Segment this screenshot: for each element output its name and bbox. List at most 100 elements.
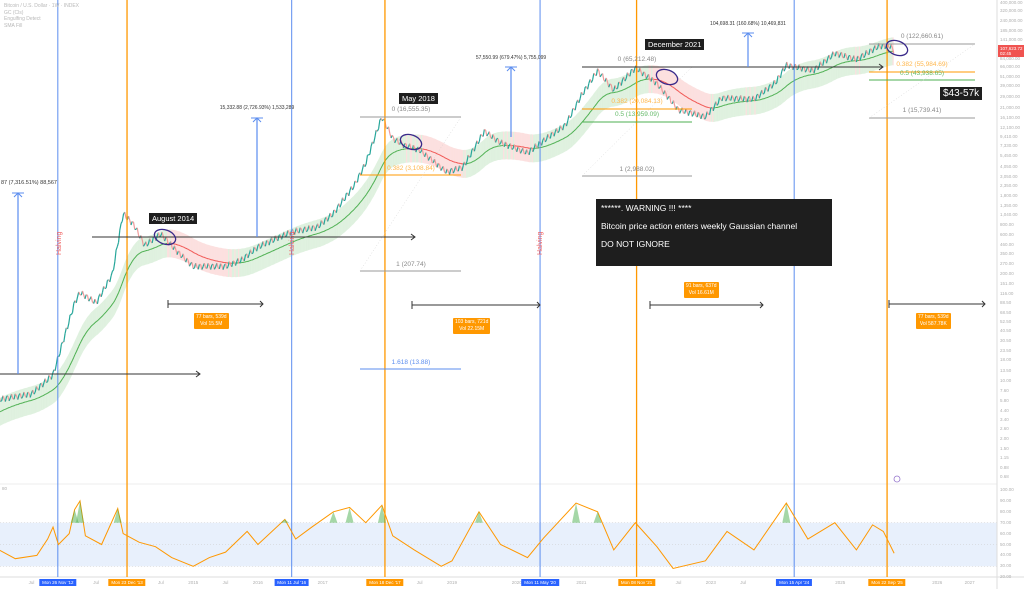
indicator-sma-fill[interactable]: SMA Fill (4, 22, 23, 29)
halving-date-marker[interactable]: Mon 15 Apr '24 (776, 579, 813, 586)
cycle-top-date-marker[interactable]: Mon 22 Sep '25 (868, 579, 906, 586)
gaussian-channel-midline (699, 103, 702, 106)
price-candle (798, 64, 801, 69)
gaussian-channel-midline (111, 302, 114, 305)
gaussian-channel-midline (22, 401, 25, 404)
replay-icon (893, 475, 901, 483)
price-candle (721, 95, 724, 102)
gaussian-channel-midline (597, 100, 600, 103)
cycle-top-date-marker[interactable]: Mon 18 Dec '17 (366, 579, 404, 586)
price-candle (446, 168, 449, 172)
price-candle (54, 364, 57, 371)
gaussian-channel-midline (131, 259, 134, 262)
price-candle (528, 148, 531, 155)
gaussian-channel-midline (480, 154, 483, 157)
price-candle (188, 263, 192, 267)
price-candle (339, 203, 342, 208)
price-candle (104, 287, 107, 290)
price-axis-label: 84,000.00 (1000, 55, 1021, 61)
price-candle (750, 100, 753, 103)
gaussian-channel-midline (776, 92, 779, 94)
price-candle (783, 67, 787, 72)
price-candle (829, 56, 833, 60)
gaussian-channel-midline (52, 388, 55, 391)
price-axis-label: 2.00 (1000, 435, 1009, 441)
gaussian-channel-midline (438, 153, 440, 156)
halving-date-marker[interactable]: Mon 11 May '20 (521, 579, 559, 586)
gaussian-channel-midline (281, 245, 284, 248)
gaussian-channel-midline (364, 194, 367, 197)
price-candle (549, 132, 553, 139)
price-candle (85, 294, 88, 296)
price-candle (660, 85, 663, 92)
arrow-up-icon (743, 32, 753, 38)
gaussian-channel-midline (491, 147, 494, 149)
price-candle (378, 119, 381, 129)
tag-price-target: $43-57k (940, 87, 983, 100)
gaussian-channel-midline (691, 99, 694, 102)
gaussian-channel-midline (73, 354, 76, 358)
fib-trend-line (581, 66, 693, 177)
price-candle (38, 383, 41, 391)
gaussian-channel-midline (74, 351, 77, 355)
gaussian-channel-midline (130, 261, 133, 264)
price-candle (457, 165, 461, 172)
gaussian-channel-midline (625, 87, 628, 90)
gaussian-channel-midline (434, 152, 437, 154)
gaussian-channel-midline (72, 357, 75, 361)
warning-box: ******. WARNING !!! **** Bitcoin price a… (596, 199, 832, 266)
price-candle (161, 231, 164, 237)
gaussian-channel-midline (485, 150, 488, 153)
price-candle (477, 141, 480, 145)
price-candle (287, 230, 290, 233)
price-candle (822, 59, 825, 66)
gaussian-channel-midline (209, 258, 211, 261)
price-candle (599, 74, 602, 78)
gaussian-channel-midline (200, 255, 203, 258)
measure-volume: Vol 22.15M (459, 326, 485, 332)
cycle-top-date-marker[interactable]: Mon 08 Nov '21 (617, 579, 656, 586)
price-candle (50, 373, 54, 380)
halving-date-marker[interactable]: Mon 11 Jul '16 (274, 579, 310, 586)
gaussian-channel-midline (390, 152, 393, 155)
price-candle (593, 72, 596, 76)
symbol-title[interactable]: Bitcoin / U.S. Dollar · 1W · INDEX (4, 3, 80, 9)
cycle-top-date-marker[interactable]: Mon 23 Dec '13 (108, 579, 146, 586)
price-axis-label: 52.50 (1000, 319, 1012, 325)
price-candle (299, 227, 302, 230)
gaussian-channel-midline (106, 308, 110, 311)
gaussian-channel-midline (576, 126, 579, 129)
gaussian-channel-midline (187, 248, 190, 251)
price-axis-label: 29,000.00 (1000, 93, 1021, 99)
rsi-axis-label: 40.00 (1000, 552, 1012, 558)
price-axis-label: 13.50 (1000, 367, 1012, 373)
price-candle (865, 50, 869, 54)
gaussian-channel-midline (99, 316, 102, 319)
halving-date-marker[interactable]: Mon 26 Nov '12 (39, 579, 77, 586)
gaussian-channel-midline (786, 84, 789, 87)
time-axis-label: Jul (222, 580, 229, 585)
gaussian-channel-midline (115, 295, 118, 299)
price-candle (679, 110, 682, 114)
price-candle (436, 163, 439, 168)
price-candle (298, 227, 301, 234)
price-candle (88, 298, 91, 302)
price-candle (847, 55, 850, 61)
fib-level: 0 (122,660.61) (900, 33, 944, 40)
price-candle (562, 124, 565, 131)
gaussian-channel-midline (676, 89, 679, 92)
price-candle (220, 263, 223, 266)
gaussian-channel-midline (46, 392, 48, 395)
price-axis-label: 1.50 (1000, 446, 1009, 451)
price-axis-label: 200.00 (1000, 271, 1014, 277)
gaussian-channel-midline (777, 91, 780, 93)
indicator-engulfing[interactable]: Engulfing Detect (4, 16, 41, 22)
price-candle (142, 244, 146, 247)
price-candle (612, 89, 615, 92)
gaussian-channel-midline (262, 254, 265, 256)
indicator-gc[interactable]: GC (Cls) (4, 9, 24, 16)
price-axis-label: 3,050.00 (1000, 174, 1018, 180)
price-candle (467, 154, 470, 158)
gaussian-channel-midline (578, 124, 581, 127)
